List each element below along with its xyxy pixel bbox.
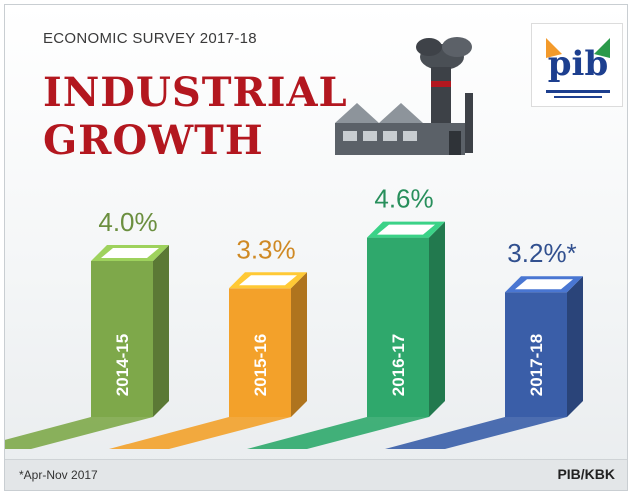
credit-label: PIB/KBK <box>557 466 615 482</box>
bar-value-label: 3.3% <box>236 234 295 264</box>
bar-side <box>153 245 169 417</box>
bar <box>91 261 153 417</box>
bar-group: 2014-15 4.0% <box>5 207 169 449</box>
infographic-card: ECONOMIC SURVEY 2017-18 INDUSTRIAL GROWT… <box>4 4 628 491</box>
footer-bar: *Apr-Nov 2017 PIB/KBK <box>5 459 627 490</box>
bar-floor-band <box>5 417 153 449</box>
bar-value-label: 4.0% <box>98 207 157 237</box>
title-line-2: GROWTH <box>43 117 264 164</box>
bar-group: 2015-16 3.3% <box>109 234 307 449</box>
title-line-1: INDUSTRIAL <box>43 69 348 116</box>
bar-top-highlight <box>101 248 159 258</box>
bar-value-label: 3.2%* <box>507 238 576 268</box>
bar-chart: 2014-15 4.0% 2015-16 3.3% 2016-17 4.6% 2017-18… <box>5 184 583 449</box>
bar-top-highlight <box>239 275 297 286</box>
page-title: INDUSTRIAL GROWTH <box>43 69 348 165</box>
chart-and-illustration: 2014-15 4.0% 2015-16 3.3% 2016-17 4.6% 2017-18… <box>5 37 583 449</box>
bar-side <box>291 272 307 417</box>
bar-side <box>567 276 583 417</box>
footnote: *Apr-Nov 2017 <box>19 468 98 482</box>
bar-group: 2017-18 3.2%* <box>385 238 583 449</box>
bar-value-label: 4.6% <box>374 184 433 214</box>
bar-category-label: 2015-16 <box>251 334 270 396</box>
bar-floor-band <box>247 417 429 449</box>
bar-category-label: 2014-15 <box>113 334 132 396</box>
bar-floor-band <box>109 417 291 449</box>
bar-category-label: 2017-18 <box>527 334 546 396</box>
bar-side <box>429 221 445 417</box>
bar <box>229 288 291 417</box>
bar <box>367 237 429 417</box>
factory-icon <box>335 37 473 155</box>
pib-logo-graphic <box>546 38 610 98</box>
bar-top-highlight <box>377 224 435 235</box>
bar-category-label: 2016-17 <box>389 334 408 396</box>
bar-floor-band <box>385 417 567 449</box>
bar-top-highlight <box>515 279 573 290</box>
survey-kicker: ECONOMIC SURVEY 2017-18 <box>43 30 257 47</box>
bar-group: 2016-17 4.6% <box>247 184 445 449</box>
pib-logo-icon: pib <box>531 23 623 107</box>
logo-text: pib <box>547 44 609 84</box>
bar <box>505 292 567 417</box>
